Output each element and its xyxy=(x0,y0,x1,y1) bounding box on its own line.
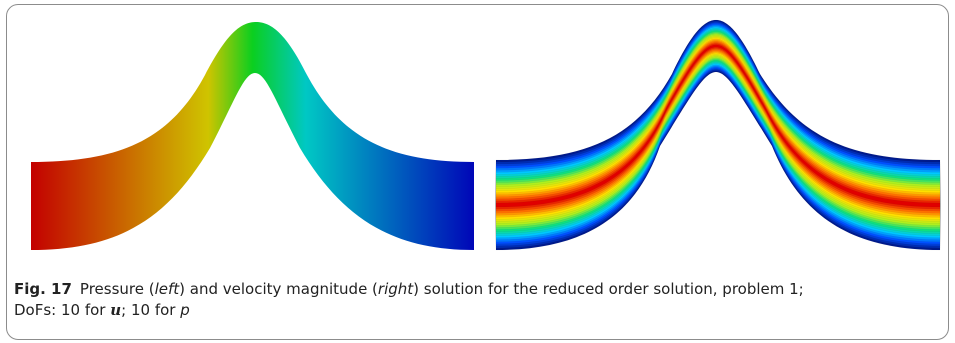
caption-text: ) solution for the reduced order solutio… xyxy=(413,280,804,298)
velocity-contour-band xyxy=(495,39,941,216)
pressure-field xyxy=(31,22,474,250)
velocity-contour-band xyxy=(495,43,941,210)
caption-text: ) and velocity magnitude ( xyxy=(179,280,378,298)
velocity-contour-band xyxy=(495,41,941,214)
pressure-symbol: p xyxy=(180,301,190,319)
figure-label: Fig. 17 xyxy=(14,280,72,298)
caption-left-word: left xyxy=(154,280,180,298)
caption-text: Pressure ( xyxy=(79,280,155,298)
caption-text: ; 10 for xyxy=(121,301,181,319)
velocity-symbol: u xyxy=(110,301,122,319)
figure-caption: Fig. 17 Pressure (left) and velocity magn… xyxy=(14,279,934,321)
velocity-magnitude-field xyxy=(495,19,941,251)
caption-text: DoFs: 10 for xyxy=(14,301,111,319)
caption-right-word: right xyxy=(377,280,414,298)
velocity-contour-band xyxy=(495,42,941,212)
velocity-contour-band xyxy=(495,44,941,208)
